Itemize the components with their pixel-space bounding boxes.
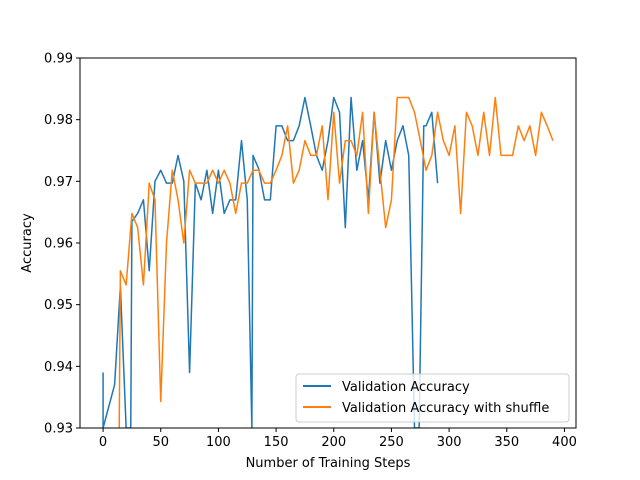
x-tick-label: 250 [379,435,404,450]
y-tick-label: 0.97 [44,175,73,190]
y-axis-label: Accuracy [20,213,35,273]
x-axis-ticks: 0 50 100 150 200 250 300 350 400 [99,428,577,450]
y-tick-label: 0.96 [44,237,73,252]
plot-area [80,58,576,428]
x-tick-label: 50 [152,435,169,450]
y-axis-ticks: 0.93 0.94 0.95 0.96 0.97 0.98 0.99 [44,52,80,437]
validation-accuracy-shuffle-line [118,96,554,428]
x-axis-label: Number of Training Steps [246,456,411,471]
legend: Validation Accuracy Validation Accuracy … [295,373,570,423]
y-tick-label: 0.95 [44,298,73,313]
legend-label-validation-accuracy: Validation Accuracy [342,380,470,395]
legend-box [295,373,570,423]
y-tick-label: 0.99 [44,52,73,67]
series-layer [102,96,554,428]
x-tick-label: 0 [99,435,107,450]
x-tick-label: 100 [206,435,231,450]
x-tick-label: 350 [494,435,519,450]
validation-accuracy-line [102,96,439,428]
x-tick-label: 300 [437,435,462,450]
x-tick-label: 200 [321,435,346,450]
legend-label-validation-accuracy-shuffle: Validation Accuracy with shuffle [342,401,549,416]
y-tick-label: 0.98 [44,113,73,128]
y-tick-label: 0.93 [44,422,73,437]
x-tick-label: 150 [264,435,289,450]
plot-frame [79,57,577,429]
y-tick-label: 0.94 [44,360,73,375]
x-tick-label: 400 [552,435,577,450]
